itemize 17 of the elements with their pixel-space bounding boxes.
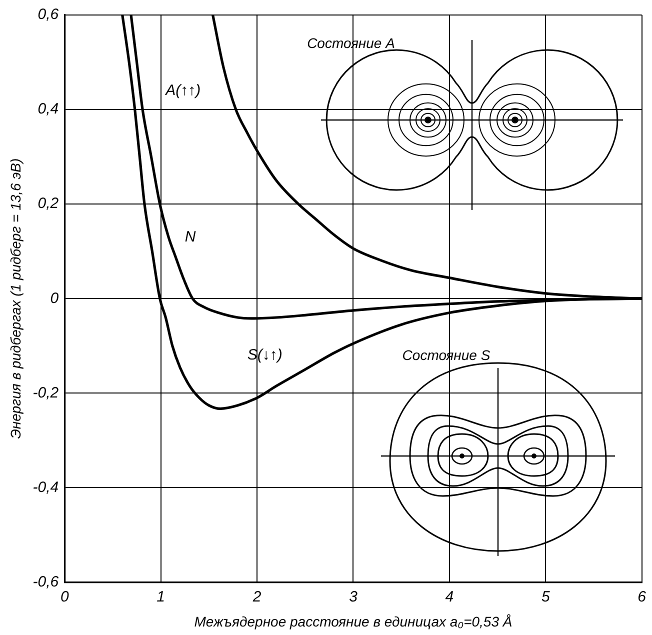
y-tick-label: 0,4 [38, 100, 59, 118]
series-label: N [184, 228, 196, 246]
y-tick-label: 0 [50, 290, 60, 307]
series-label: A(↑↑) [164, 82, 201, 99]
x-tick-label: 2 [252, 588, 262, 606]
y-tick-label: -0,4 [32, 478, 59, 496]
y-axis-title: Энергия в ридбергах (1 ридберг = 13,6 эВ) [7, 158, 24, 439]
x-axis-title: Межъядерное расстояние в единицах a₀=0,53 Å [194, 613, 512, 630]
y-tick-label: 0,2 [38, 195, 60, 212]
x-tick-label: 1 [156, 588, 166, 606]
y-tick-label: -0,2 [32, 384, 60, 402]
x-tick-label: 6 [638, 588, 647, 606]
x-tick-label: 4 [445, 588, 454, 606]
y-tick-label: 0,6 [38, 6, 60, 24]
x-tick-label: 5 [541, 588, 550, 606]
y-tick-label: -0,6 [32, 573, 60, 590]
x-tick-label: 3 [349, 588, 358, 606]
